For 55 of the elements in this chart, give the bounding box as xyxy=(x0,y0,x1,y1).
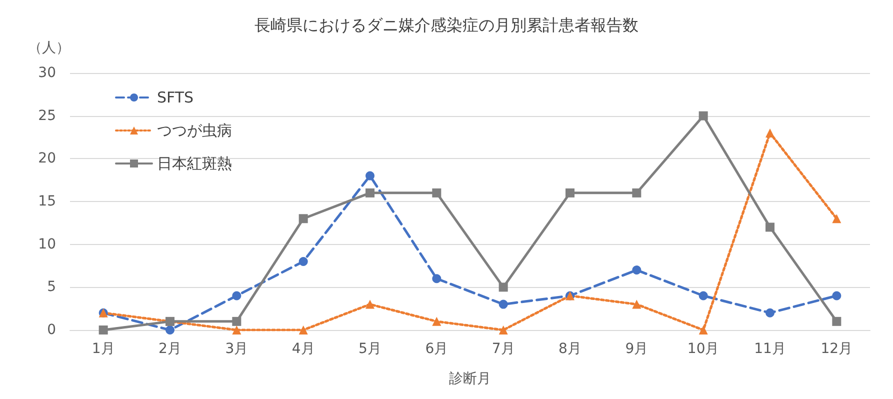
legend-label: SFTS xyxy=(157,88,194,106)
x-tick-label: 11月 xyxy=(754,341,786,357)
point xyxy=(698,326,708,334)
point xyxy=(766,222,774,232)
point xyxy=(166,326,174,334)
legend-label: 日本紅斑熱 xyxy=(157,154,232,172)
point xyxy=(632,188,642,198)
point xyxy=(632,266,642,275)
point xyxy=(698,291,708,300)
point xyxy=(498,326,508,334)
point xyxy=(232,326,242,334)
point xyxy=(432,188,442,198)
point xyxy=(832,316,842,326)
legend-label: つつが虫病 xyxy=(157,122,232,140)
point xyxy=(832,291,842,300)
point xyxy=(366,171,374,180)
point xyxy=(298,214,308,224)
y-tick-label: 25 xyxy=(38,108,56,124)
point xyxy=(632,300,642,309)
y-tick-label: 5 xyxy=(47,279,56,296)
point xyxy=(366,300,374,309)
point xyxy=(98,326,108,334)
x-tick-label: 4月 xyxy=(292,341,315,357)
x-tick-label: 9月 xyxy=(625,341,648,357)
x-tick-label: 6月 xyxy=(425,341,448,357)
point xyxy=(298,326,308,334)
x-tick-label: 3月 xyxy=(225,341,248,357)
point xyxy=(566,188,574,198)
x-tick-label: 8月 xyxy=(558,341,582,357)
x-tick-label: 5月 xyxy=(358,341,382,357)
x-tick-label: 7月 xyxy=(492,341,515,357)
point xyxy=(298,256,308,266)
y-tick-label: 15 xyxy=(38,194,56,210)
point xyxy=(432,316,442,326)
point xyxy=(698,111,708,120)
point xyxy=(232,316,242,326)
point xyxy=(498,282,508,292)
x-tick-label: 2月 xyxy=(158,341,182,357)
x-tick-label: 10月 xyxy=(687,341,720,357)
point xyxy=(232,291,242,300)
x-tick-label: 12月 xyxy=(820,341,853,357)
point xyxy=(766,128,774,138)
chart-title: 長崎県におけるダニ媒介感染症の月別累計患者報告数 xyxy=(254,16,638,34)
point xyxy=(432,274,442,284)
point xyxy=(766,308,774,318)
point xyxy=(498,300,508,309)
x-tick-label: 1月 xyxy=(92,341,115,357)
y-axis-title: （人） xyxy=(28,40,70,56)
point xyxy=(366,188,374,198)
y-tick-label: 0 xyxy=(47,322,56,338)
y-tick-label: 20 xyxy=(38,150,56,167)
point xyxy=(832,214,842,224)
y-tick-label: 10 xyxy=(38,236,56,252)
y-tick-label: 30 xyxy=(38,65,56,81)
x-axis-title: 診断月 xyxy=(449,371,491,387)
